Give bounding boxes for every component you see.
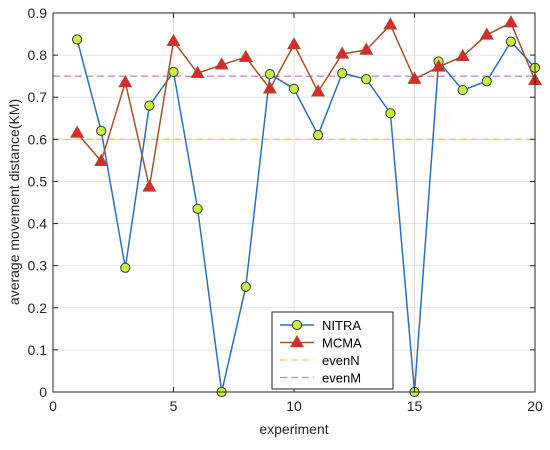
data-point-MCMA	[262, 81, 277, 94]
data-point-NITRA	[168, 66, 179, 78]
series-line-NITRA	[76, 39, 536, 393]
data-point-NITRA	[457, 84, 468, 96]
y-tick-label: 0.8	[28, 47, 48, 63]
data-point-MCMA	[431, 59, 446, 72]
x-tick-label: 5	[170, 398, 178, 414]
data-point-MCMA	[383, 17, 398, 30]
x-tick-label: 20	[527, 398, 543, 414]
legend-marker-MCMA	[289, 334, 305, 348]
data-point-NITRA	[361, 74, 372, 85]
x-tick-label: 15	[407, 398, 423, 414]
data-point-MCMA	[359, 42, 374, 55]
y-tick-label: 0.6	[28, 131, 48, 147]
data-point-NITRA	[481, 76, 492, 87]
data-point-MCMA	[142, 179, 157, 192]
data-point-MCMA	[479, 27, 494, 40]
data-point-MCMA	[190, 65, 205, 78]
data-point-NITRA	[288, 83, 300, 94]
data-point-MCMA	[118, 74, 133, 88]
data-point-MCMA	[214, 57, 229, 70]
data-point-NITRA	[264, 68, 275, 80]
data-point-NITRA	[337, 68, 348, 79]
data-point-NITRA	[240, 281, 251, 292]
y-tick-label: 0.3	[28, 258, 48, 274]
x-tick-label: 10	[286, 398, 302, 414]
y-tick-label: 0.1	[28, 342, 48, 358]
data-point-NITRA	[120, 262, 131, 273]
legend-label-evenM: evenM	[322, 371, 361, 386]
data-point-NITRA	[385, 108, 396, 119]
data-point-MCMA	[94, 153, 109, 166]
data-point-NITRA	[505, 36, 516, 47]
data-point-MCMA	[335, 46, 350, 59]
data-point-MCMA	[455, 48, 470, 62]
y-tick-label: 0.2	[28, 300, 48, 316]
data-point-MCMA	[407, 71, 422, 84]
data-point-MCMA	[238, 49, 253, 62]
y-tick-label: 0.7	[28, 89, 48, 105]
data-point-MCMA	[311, 84, 326, 97]
y-tick-label: 0.5	[28, 173, 48, 189]
legend: NITRA MCMA evenN evenM	[271, 311, 394, 390]
legend-marker-NITRA	[291, 319, 303, 331]
tick-layer: 0 5 10 15 20 0 0.1 0.2 0.3 0.4 0.5 0.6 0.7 0.8 0.9	[28, 5, 543, 414]
y-tick-label: 0.4	[28, 216, 48, 232]
legend-label-evenN: evenN	[322, 353, 360, 368]
reference-lines	[53, 75, 535, 140]
x-axis-label: experiment	[259, 421, 328, 437]
y-tick-label: 0	[39, 384, 47, 400]
legend-label-MCMA: MCMA	[322, 336, 362, 351]
data-point-MCMA	[503, 15, 518, 28]
data-point-MCMA	[70, 125, 85, 138]
data-point-NITRA	[192, 203, 203, 214]
data-point-NITRA	[144, 100, 155, 111]
legend-label-NITRA: NITRA	[322, 318, 361, 333]
data-point-NITRA	[72, 34, 83, 45]
y-axis-label: average movement distance(KM)	[6, 99, 22, 305]
y-tick-label: 0.9	[28, 5, 48, 21]
data-point-NITRA	[96, 125, 107, 137]
data-point-MCMA	[166, 33, 181, 46]
x-tick-label: 0	[49, 398, 57, 414]
data-point-MCMA	[286, 37, 302, 50]
data-point-NITRA	[313, 130, 324, 141]
